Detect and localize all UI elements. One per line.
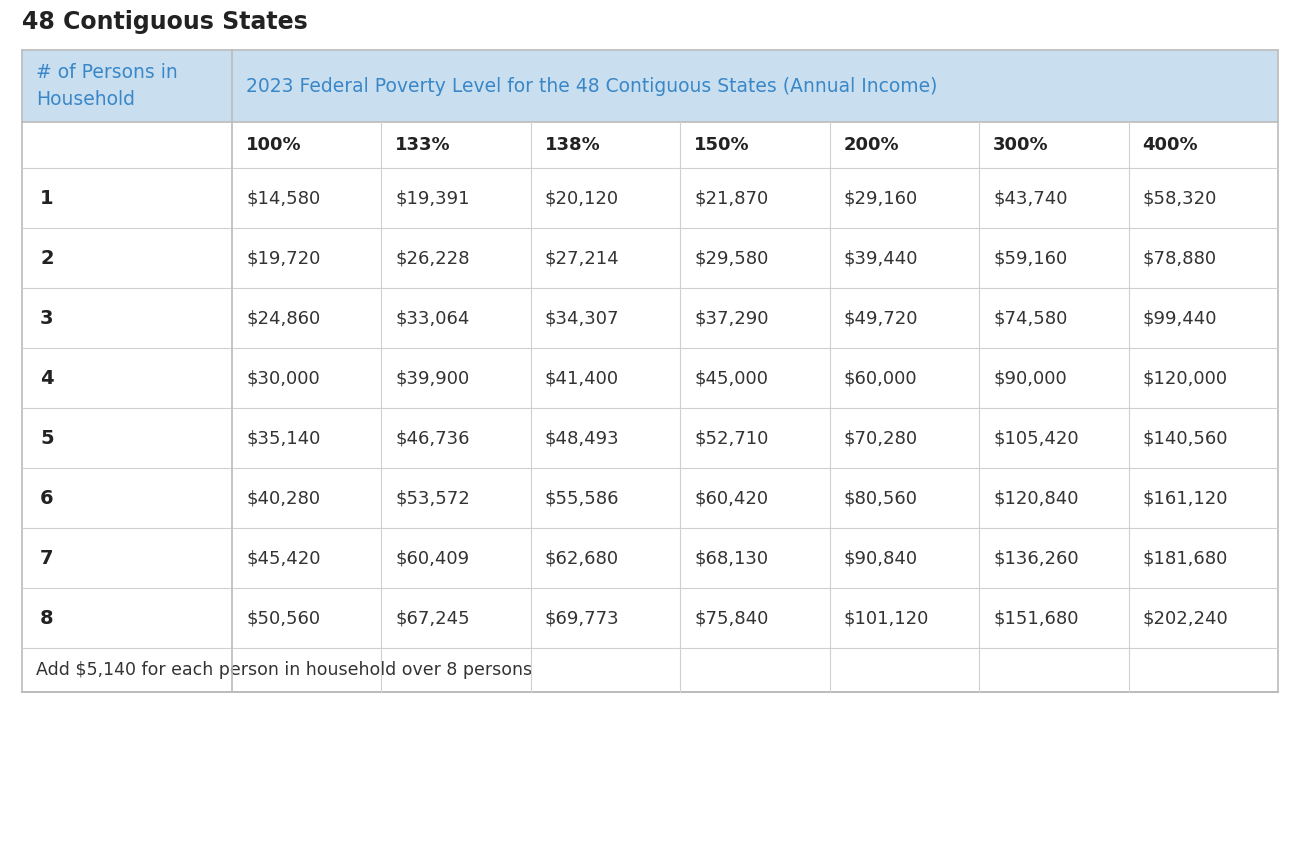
Text: $181,680: $181,680 [1143, 549, 1228, 567]
Text: 3: 3 [40, 309, 53, 327]
Text: $80,560: $80,560 [844, 489, 918, 507]
Text: $34,307: $34,307 [545, 309, 619, 327]
Text: 100%: 100% [246, 136, 302, 154]
Text: $59,160: $59,160 [993, 249, 1067, 267]
Text: $58,320: $58,320 [1143, 189, 1217, 207]
Text: $29,160: $29,160 [844, 189, 918, 207]
Text: $151,680: $151,680 [993, 609, 1079, 627]
Text: 8: 8 [40, 609, 53, 627]
Text: 1: 1 [40, 189, 53, 207]
Text: $24,860: $24,860 [246, 309, 320, 327]
Text: $43,740: $43,740 [993, 189, 1067, 207]
Text: $161,120: $161,120 [1143, 489, 1228, 507]
Text: $60,420: $60,420 [694, 489, 768, 507]
Text: $26,228: $26,228 [395, 249, 469, 267]
Text: $140,560: $140,560 [1143, 429, 1228, 447]
Text: $68,130: $68,130 [694, 549, 768, 567]
Text: $136,260: $136,260 [993, 549, 1079, 567]
Text: $19,720: $19,720 [246, 249, 320, 267]
Text: $53,572: $53,572 [395, 489, 471, 507]
Text: $67,245: $67,245 [395, 609, 471, 627]
Text: 2: 2 [40, 249, 53, 267]
Text: $40,280: $40,280 [246, 489, 320, 507]
Text: $39,900: $39,900 [395, 369, 469, 387]
Text: $21,870: $21,870 [694, 189, 768, 207]
Text: $90,000: $90,000 [993, 369, 1067, 387]
Text: $50,560: $50,560 [246, 609, 320, 627]
Text: $60,000: $60,000 [844, 369, 918, 387]
Text: $33,064: $33,064 [395, 309, 469, 327]
Text: $45,000: $45,000 [694, 369, 768, 387]
Text: 48 Contiguous States: 48 Contiguous States [22, 10, 308, 34]
Bar [22, 122, 1278, 692]
Text: # of Persons in
Household: # of Persons in Household [36, 63, 178, 109]
Text: $99,440: $99,440 [1143, 309, 1217, 327]
Text: $45,420: $45,420 [246, 549, 321, 567]
Text: 133%: 133% [395, 136, 451, 154]
Text: $41,400: $41,400 [545, 369, 619, 387]
Text: $27,214: $27,214 [545, 249, 620, 267]
Text: 2023 Federal Poverty Level for the 48 Contiguous States (Annual Income): 2023 Federal Poverty Level for the 48 Co… [246, 77, 937, 95]
Text: $120,840: $120,840 [993, 489, 1079, 507]
Text: $14,580: $14,580 [246, 189, 320, 207]
Text: 6: 6 [40, 488, 53, 507]
Text: Add $5,140 for each person in household over 8 persons: Add $5,140 for each person in household … [36, 661, 532, 679]
Text: $20,120: $20,120 [545, 189, 619, 207]
Text: 200%: 200% [844, 136, 900, 154]
Bar [22, 50, 1278, 122]
Text: $78,880: $78,880 [1143, 249, 1217, 267]
Text: $90,840: $90,840 [844, 549, 918, 567]
Text: $202,240: $202,240 [1143, 609, 1228, 627]
Text: $70,280: $70,280 [844, 429, 918, 447]
Text: $69,773: $69,773 [545, 609, 620, 627]
Text: 138%: 138% [545, 136, 601, 154]
Text: $39,440: $39,440 [844, 249, 918, 267]
Text: $48,493: $48,493 [545, 429, 620, 447]
Text: $101,120: $101,120 [844, 609, 930, 627]
Text: 300%: 300% [993, 136, 1049, 154]
Text: $62,680: $62,680 [545, 549, 619, 567]
Text: $35,140: $35,140 [246, 429, 320, 447]
Text: $30,000: $30,000 [246, 369, 320, 387]
Text: $52,710: $52,710 [694, 429, 768, 447]
Text: $49,720: $49,720 [844, 309, 918, 327]
Text: 7: 7 [40, 549, 53, 567]
Text: $75,840: $75,840 [694, 609, 768, 627]
Text: 5: 5 [40, 428, 53, 448]
Text: 4: 4 [40, 368, 53, 388]
Text: 150%: 150% [694, 136, 750, 154]
Text: 400%: 400% [1143, 136, 1199, 154]
Text: $19,391: $19,391 [395, 189, 469, 207]
Text: $29,580: $29,580 [694, 249, 768, 267]
Text: $46,736: $46,736 [395, 429, 469, 447]
Text: $60,409: $60,409 [395, 549, 469, 567]
Text: $74,580: $74,580 [993, 309, 1067, 327]
Text: $120,000: $120,000 [1143, 369, 1227, 387]
Text: $37,290: $37,290 [694, 309, 768, 327]
Text: $55,586: $55,586 [545, 489, 619, 507]
Text: $105,420: $105,420 [993, 429, 1079, 447]
